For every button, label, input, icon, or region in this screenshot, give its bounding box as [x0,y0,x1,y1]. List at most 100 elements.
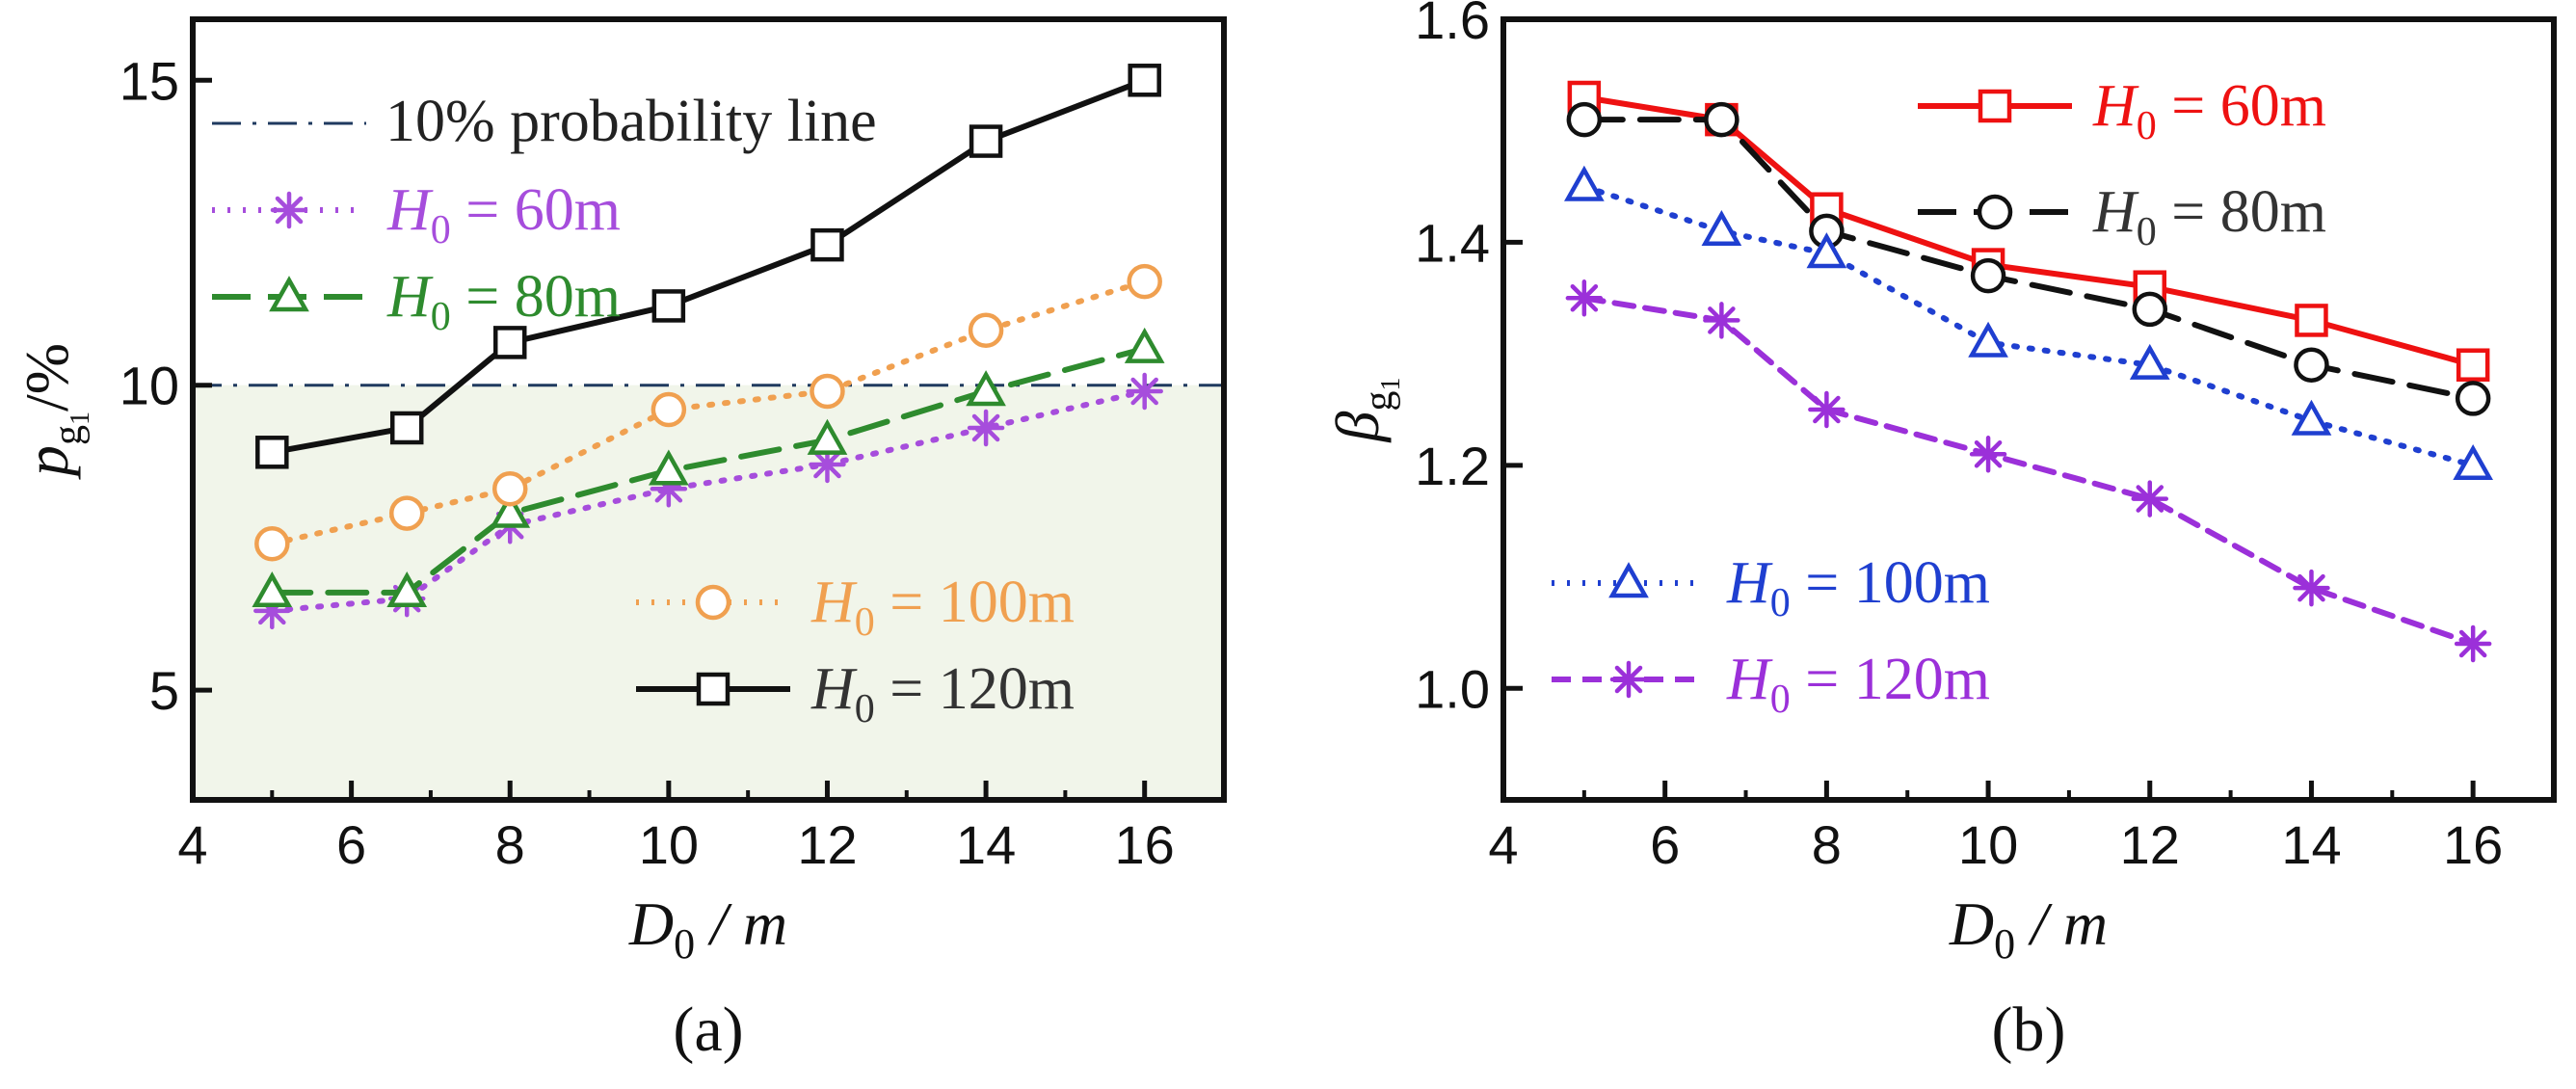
data-point [969,124,1003,158]
series-line [1580,117,2477,402]
data-point [2453,444,2494,481]
x-tick-label: 12 [797,814,857,875]
data-point [386,571,428,608]
data-point [2129,343,2170,380]
series-h0-120m [1565,279,2492,663]
data-point [810,227,844,262]
data-point [650,470,688,508]
legend-label: H0 = 60m [386,177,621,252]
data-point [492,326,527,359]
data-point [490,491,531,528]
y-tick-label: 10 [120,356,179,416]
data-point [1806,232,1847,269]
y-tick-label: 15 [120,50,179,111]
legend-entry: 10% probability line [212,89,877,154]
data-point [1566,101,1603,138]
series-h0-100m [254,263,1162,562]
data-point [253,592,291,630]
x-tick-label: 4 [1488,814,1518,875]
series-h0-100m [1563,165,2494,481]
x-tick-label: 4 [177,814,207,875]
legend-entry: H0 = 100m [636,570,1075,645]
x-tick-label: 8 [495,814,525,875]
legend-entry: H0 = 100m [1552,550,1990,625]
legend-marker [696,672,730,706]
data-point [2295,304,2328,337]
series-h0-120m [255,64,1161,469]
series-h0-80m [1566,101,2491,416]
panel-label: (a) [673,995,743,1065]
data-point [648,449,689,486]
data-point [807,418,848,455]
legend-label: H0 = 60m [2092,73,2326,148]
data-point [1127,263,1162,300]
y-tick-label: 1.6 [1415,0,1490,50]
legend-label: H0 = 120m [810,656,1075,731]
legend-label: H0 = 80m [2092,179,2326,254]
data-point [1969,436,2007,473]
data-point [651,289,686,323]
data-point [1124,327,1165,363]
data-point [967,409,1005,447]
x-axis-label: D0 / m [1949,890,2108,968]
x-tick-label: 10 [1958,814,2018,875]
data-point [2291,399,2332,436]
legend-entry: H0 = 80m [212,264,621,339]
y-tick-label: 1.4 [1415,212,1490,273]
data-point [255,436,289,469]
y-tick-label: 5 [149,660,179,721]
series-h0-80m [252,327,1165,608]
data-point [2132,291,2168,328]
data-point [968,312,1004,348]
data-point [2454,624,2492,663]
legend-marker [1608,562,1649,598]
legend-marker [695,584,731,621]
data-point [1128,64,1161,97]
chart-panel-b: 4 6 8 10 12 14 16 1.0 1.2 1.4 1.6 D0 / m βg1 (b) H0 = … [1323,0,2557,1065]
legend-marker [1978,89,2012,123]
legend-marker [1977,194,2013,230]
data-point [809,445,846,484]
y-axis-label: pg1/% [13,343,95,480]
data-point [491,471,528,507]
data-point [1970,257,2006,294]
data-point [966,370,1006,407]
data-point [651,391,687,428]
legend-marker [269,276,309,312]
data-point [2131,480,2169,518]
legend-marker [270,191,308,229]
data-point [389,411,424,445]
x-tick-label: 16 [2443,814,2503,875]
legend-label: H0 = 100m [1726,550,1990,625]
x-axis-label: D0 / m [628,890,787,968]
data-point [1563,165,1605,201]
legend-marker [1609,660,1648,699]
panel-label: (b) [1992,995,2066,1065]
data-point [254,525,290,562]
x-tick-label: 14 [956,814,1016,875]
plot-frame [190,16,1227,803]
chart-panel-a: 4 6 8 10 12 14 16 5 10 15 D0 / m pg1/% (a) 10% probab… [13,16,1227,1065]
data-point [2455,381,2491,416]
legend-entry: H0 = 60m [212,177,621,252]
legend-entry: H0 = 60m [1918,73,2326,148]
legend-label: 10% probability line [385,89,877,154]
data-point [388,495,425,531]
x-tick-label: 12 [2120,814,2180,875]
data-point [1703,302,1740,339]
x-tick-label: 6 [336,814,366,875]
data-point [1565,279,1604,317]
legend-label: H0 = 120m [1726,647,1990,722]
legend-entry: H0 = 120m [636,656,1075,731]
x-tick-label: 8 [1812,814,1842,875]
legend-entry: H0 = 80m [1918,179,2326,254]
x-tick-label: 16 [1115,814,1175,875]
data-point [2294,347,2329,383]
legend-entry: H0 = 120m [1552,647,1990,722]
x-tick-label: 10 [639,814,699,875]
data-point [2456,348,2490,382]
data-point [1808,390,1846,429]
data-point [2293,569,2330,607]
x-tick-label: 14 [2281,814,2341,875]
y-tick-label: 1.2 [1415,436,1490,496]
